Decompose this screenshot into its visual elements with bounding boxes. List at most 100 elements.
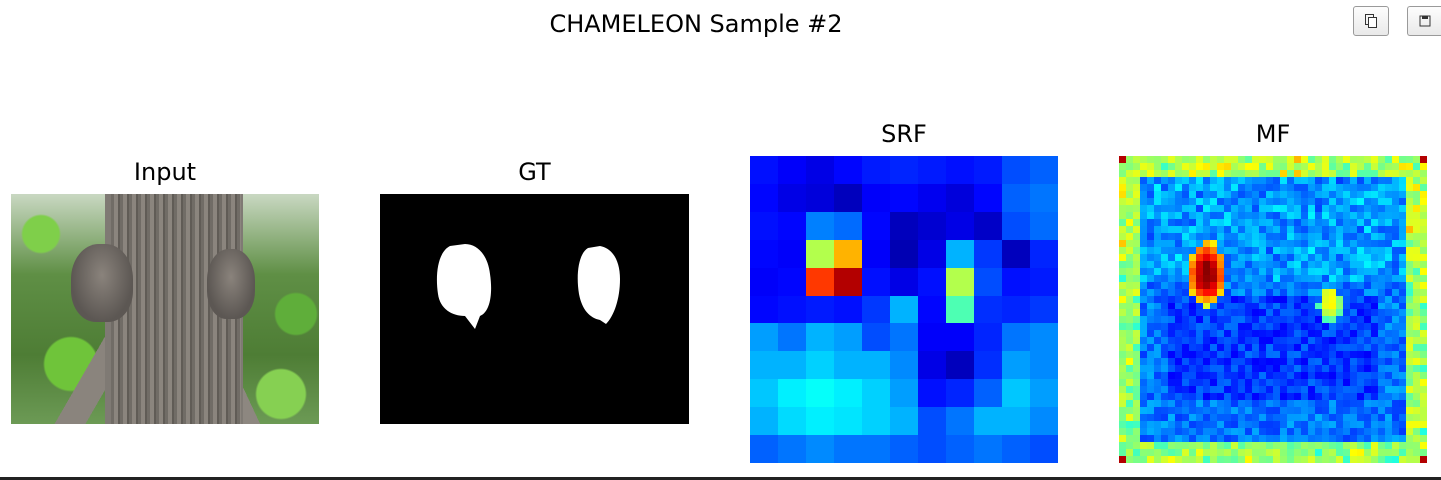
mf-cell (1336, 281, 1343, 289)
mf-cell (1231, 323, 1238, 331)
mf-cell (1336, 379, 1343, 387)
mf-cell (1147, 449, 1154, 457)
mf-cell (1168, 456, 1175, 463)
mf-cell (1294, 211, 1301, 219)
mf-cell (1413, 190, 1420, 198)
mf-cell (1294, 204, 1301, 212)
srf-cell (778, 211, 806, 240)
mf-cell (1315, 156, 1322, 163)
mf-cell (1210, 162, 1217, 170)
mf-cell (1385, 407, 1392, 415)
mf-cell (1119, 302, 1126, 310)
mf-cell (1182, 218, 1189, 226)
mf-cell (1119, 190, 1126, 198)
mf-cell (1161, 281, 1168, 289)
mf-cell (1336, 260, 1343, 268)
mf-cell (1266, 337, 1273, 345)
mf-cell (1133, 449, 1140, 457)
mf-cell (1336, 344, 1343, 352)
mf-cell (1259, 295, 1266, 303)
mf-cell (1168, 197, 1175, 205)
mf-cell (1343, 232, 1350, 240)
mf-cell (1161, 442, 1168, 450)
mf-cell (1336, 393, 1343, 401)
mf-cell (1413, 393, 1420, 401)
mf-cell (1371, 239, 1378, 247)
mf-cell (1231, 190, 1238, 198)
mf-cell (1126, 456, 1133, 463)
mf-cell (1364, 260, 1371, 268)
copy-icon (1365, 14, 1377, 28)
mf-cell (1210, 351, 1217, 359)
mf-cell (1217, 232, 1224, 240)
mf-cell (1245, 225, 1252, 233)
mf-cell (1273, 281, 1280, 289)
mf-cell (1343, 414, 1350, 422)
mf-cell (1189, 407, 1196, 415)
mf-cell (1392, 169, 1399, 177)
mf-cell (1350, 197, 1357, 205)
mf-cell (1259, 386, 1266, 394)
mf-cell (1378, 400, 1385, 408)
mf-cell (1322, 344, 1329, 352)
mf-cell (1308, 456, 1315, 463)
srf-cell (834, 407, 862, 436)
mf-cell (1203, 295, 1210, 303)
mf-cell (1189, 400, 1196, 408)
mf-cell (1406, 386, 1413, 394)
mf-cell (1357, 393, 1364, 401)
srf-cell (862, 239, 890, 268)
mf-cell (1329, 386, 1336, 394)
mf-cell (1336, 442, 1343, 450)
mf-cell (1406, 351, 1413, 359)
mf-cell (1140, 421, 1147, 429)
mf-cell (1266, 260, 1273, 268)
mf-cell (1210, 428, 1217, 436)
mf-cell (1280, 239, 1287, 247)
mf-cell (1231, 162, 1238, 170)
mf-cell (1147, 358, 1154, 366)
mf-cell (1364, 323, 1371, 331)
mf-cell (1189, 274, 1196, 282)
mf-cell (1147, 323, 1154, 331)
mf-cell (1273, 435, 1280, 443)
mf-cell (1336, 197, 1343, 205)
mf-cell (1119, 197, 1126, 205)
save-button[interactable] (1407, 6, 1441, 36)
srf-cell (918, 407, 946, 436)
mf-cell (1420, 323, 1427, 331)
mf-cell (1364, 225, 1371, 233)
mf-cell (1224, 344, 1231, 352)
copy-button[interactable] (1353, 6, 1389, 36)
mf-cell (1147, 232, 1154, 240)
srf-cell (778, 351, 806, 380)
mf-cell (1147, 428, 1154, 436)
mf-cell (1175, 414, 1182, 422)
mf-cell (1147, 253, 1154, 261)
mf-cell (1126, 400, 1133, 408)
mf-cell (1287, 232, 1294, 240)
mf-cell (1126, 365, 1133, 373)
mf-cell (1322, 197, 1329, 205)
mf-cell (1336, 218, 1343, 226)
mf-cell (1140, 204, 1147, 212)
mf-cell (1252, 372, 1259, 380)
srf-cell (946, 323, 974, 352)
mf-cell (1301, 156, 1308, 163)
mf-cell (1189, 204, 1196, 212)
mf-cell (1364, 400, 1371, 408)
mf-cell (1357, 239, 1364, 247)
mf-cell (1308, 393, 1315, 401)
mf-cell (1301, 253, 1308, 261)
mf-cell (1245, 183, 1252, 191)
mf-cell (1175, 190, 1182, 198)
mf-cell (1266, 358, 1273, 366)
mf-cell (1371, 316, 1378, 324)
mf-cell (1287, 302, 1294, 310)
mf-cell (1301, 183, 1308, 191)
mf-cell (1308, 183, 1315, 191)
mf-cell (1392, 295, 1399, 303)
mf-cell (1350, 218, 1357, 226)
mf-cell (1266, 386, 1273, 394)
mf-cell (1119, 449, 1126, 457)
